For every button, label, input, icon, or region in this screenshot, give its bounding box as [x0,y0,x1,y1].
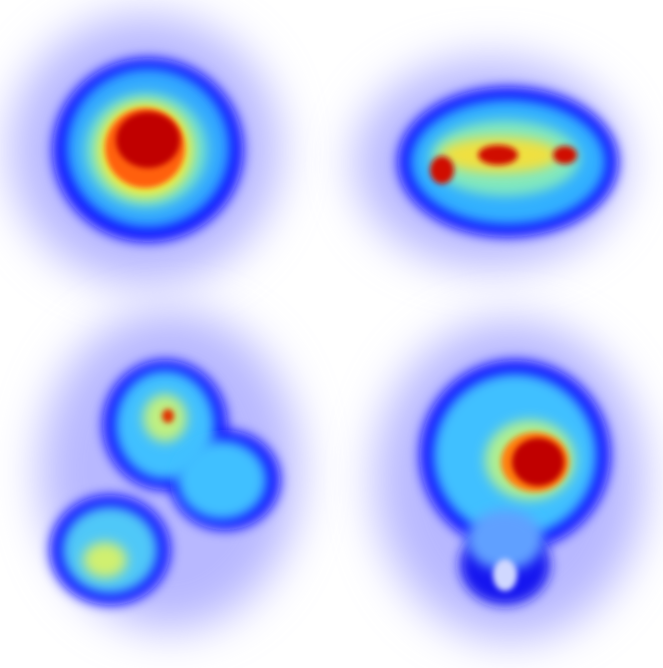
heat-blob [10,15,280,285]
heat-blob [375,320,645,640]
heat-blob [355,58,625,268]
heatmap-image [0,0,663,668]
heat-blob [40,310,300,630]
